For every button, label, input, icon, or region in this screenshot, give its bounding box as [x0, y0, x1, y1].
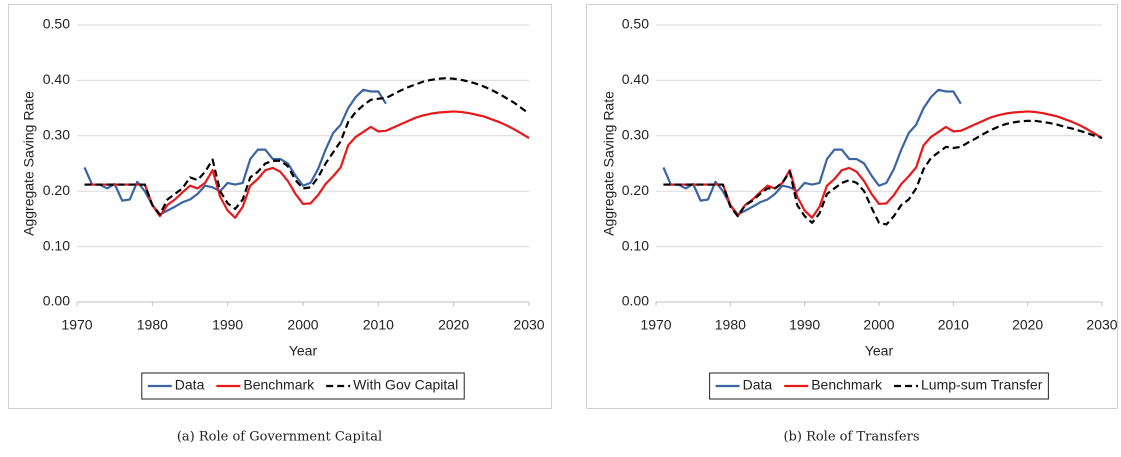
series-line — [83, 88, 387, 216]
x-tick-label: 2000 — [863, 317, 894, 333]
panel-frame — [586, 4, 1118, 409]
legend-label: Lump-sum Transfer — [921, 377, 1043, 393]
x-tick-label: 2030 — [1086, 317, 1117, 333]
x-tick-label: 2020 — [1012, 317, 1043, 333]
y-axis-label: Aggregate Saving Rate — [601, 91, 617, 236]
caption: (a) Role of Government Capital — [177, 430, 382, 445]
x-tick-label: 2020 — [438, 317, 469, 333]
legend-box — [709, 372, 1049, 400]
y-axis-label: Aggregate Saving Rate — [21, 91, 37, 236]
x-tick-label: 1990 — [212, 317, 243, 333]
legend: Data Benchmark Lump-sum Transfer — [709, 372, 1049, 400]
x-tick-label: 2030 — [513, 317, 544, 333]
legend-box — [141, 372, 465, 400]
x-tick-label: 2010 — [938, 317, 969, 333]
x-tick-label: 1980 — [137, 317, 168, 333]
y-tick-label: 0.50 — [622, 16, 649, 32]
x-tick-label: 1970 — [61, 317, 92, 333]
caption: (b) Role of Transfers — [783, 430, 919, 445]
y-tick-label: 0.40 — [43, 71, 70, 87]
series-line — [662, 88, 962, 216]
y-tick-label: 0.10 — [622, 237, 649, 253]
x-axis-label: Year — [289, 343, 318, 359]
x-tick-label: 1980 — [715, 317, 746, 333]
y-tick-label: 0.20 — [43, 182, 70, 198]
x-tick-label: 1970 — [640, 317, 671, 333]
y-tick-label: 0.00 — [43, 293, 70, 309]
panel-frame — [8, 4, 552, 409]
y-tick-label: 0.30 — [43, 127, 70, 143]
legend: Data Benchmark With Gov Capital — [141, 372, 465, 400]
legend-label: Benchmark — [811, 377, 883, 393]
x-tick-label: 2010 — [363, 317, 394, 333]
y-tick-label: 0.50 — [43, 16, 70, 32]
series-line — [663, 119, 1103, 226]
legend-label: Benchmark — [243, 377, 315, 393]
series-line — [84, 77, 530, 216]
x-tick-label: 1990 — [789, 317, 820, 333]
legend-label: With Gov Capital — [353, 377, 458, 393]
x-tick-label: 2000 — [287, 317, 318, 333]
legend-label: Data — [743, 377, 773, 393]
y-tick-label: 0.20 — [622, 182, 649, 198]
x-axis-label: Year — [865, 343, 894, 359]
y-tick-label: 0.30 — [622, 127, 649, 143]
legend-label: Data — [175, 377, 205, 393]
chart-panel: 0.00 0.10 0.20 0.30 0.40 0.50 1970 1980 1990 2000… — [586, 4, 1118, 445]
chart-panel: 0.00 0.10 0.20 0.30 0.40 0.50 1970 1980 1990 2000… — [8, 4, 552, 445]
y-tick-label: 0.00 — [622, 293, 649, 309]
y-tick-label: 0.10 — [43, 237, 70, 253]
y-tick-label: 0.40 — [622, 71, 649, 87]
